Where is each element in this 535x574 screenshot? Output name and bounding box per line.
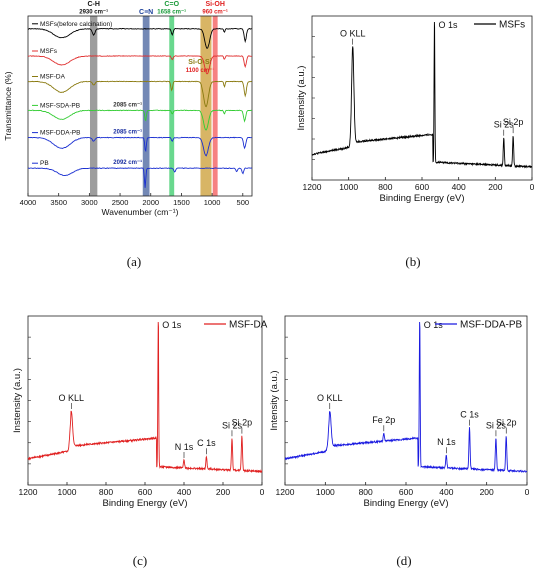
- band-name-2: C=O: [164, 1, 179, 8]
- xps-legend-label-3: MSF-DDA-PB: [460, 320, 523, 331]
- xps-x-tick-label-2-6: 0: [260, 487, 265, 497]
- panel-label-a: (a): [127, 254, 141, 269]
- xps-peak-label-2-5: Si 2p: [232, 418, 253, 428]
- xps-peak-label-2-4: Si 2s: [222, 420, 243, 430]
- xps-x-axis-label-3: Binding Energy (eV): [363, 498, 448, 509]
- xps-line-2: [27, 321, 263, 474]
- xps-y-axis-label-3: Intensity (a.u.): [269, 370, 280, 430]
- xps-x-tick-label-2-2: 800: [99, 487, 113, 497]
- xps-x-tick-label-3-4: 400: [439, 487, 453, 497]
- xps-x-tick-label-1-2: 800: [378, 182, 392, 192]
- xps-x-tick-label-3-5: 200: [480, 487, 494, 497]
- xps-x-tick-label-3-0: 1200: [276, 487, 295, 497]
- xps-axes-box-1: [311, 15, 533, 181]
- band-name-1: C≡N: [139, 9, 153, 16]
- panel-label-d: (d): [396, 553, 411, 568]
- ftir-x-tick-label-2: 3000: [81, 198, 98, 207]
- xps-peak-label-1-0: O KLL: [340, 29, 366, 39]
- band-2: [169, 16, 175, 196]
- xps-line-1: [311, 21, 533, 169]
- xps-legend-label-1: MSFs: [499, 20, 525, 31]
- xps-x-tick-label-3-6: 0: [525, 487, 530, 497]
- ftir-legend-label-5: PB: [40, 160, 49, 167]
- xps-line-3: [284, 321, 528, 473]
- xps-x-tick-label-2-1: 1000: [58, 487, 77, 497]
- xps-x-tick-label-3-2: 800: [359, 487, 373, 497]
- ftir-series-line-5: [27, 167, 253, 188]
- xps-x-tick-label-1-6: 0: [530, 182, 535, 192]
- panel-label-b: (b): [405, 254, 420, 269]
- ftir-series-line-1: [27, 55, 252, 75]
- band-4: [212, 16, 218, 196]
- ftir-y-axis-label: Transmittance (%): [3, 71, 13, 140]
- band-0: [89, 16, 98, 196]
- xps-x-axis-label-1: Binding Energy (eV): [379, 193, 464, 204]
- ftir-axes-box: [27, 15, 253, 197]
- ftir-x-tick-label-1: 3500: [50, 198, 67, 207]
- ftir-legend-label-3: MSF-SDA-PB: [40, 102, 80, 109]
- ftir-x-tick-label-0: 4000: [20, 198, 37, 207]
- xps-peak-label-2-1: O 1s: [162, 320, 182, 330]
- ftir-x-tick-label-4: 2000: [142, 198, 159, 207]
- xps-peak-label-3-6: Si 2p: [496, 418, 517, 428]
- xps-x-tick-label-1-3: 600: [415, 182, 429, 192]
- xps-peak-label-1-3: Si 2p: [503, 117, 524, 127]
- ftir-legend-label-2: MSF-DA: [40, 74, 66, 81]
- ftir-legend-label-4: MSF-DDA-PB: [40, 130, 80, 137]
- xps-x-tick-label-1-0: 1200: [303, 182, 322, 192]
- xps-y-axis-label-2: Instensity (a.u.): [12, 368, 23, 433]
- ftir-x-tick-label-7: 500: [237, 198, 250, 207]
- xps-legend-label-2: MSF-DA: [229, 320, 268, 331]
- band-value-4: 960 cm⁻¹: [202, 9, 228, 16]
- xps-peak-label-3-3: N 1s: [437, 437, 456, 447]
- xps-x-tick-label-1-1: 1000: [339, 182, 358, 192]
- xps-x-tick-label-2-3: 600: [138, 487, 152, 497]
- ftir-x-tick-label-5: 1500: [173, 198, 190, 207]
- xps-x-tick-label-3-3: 600: [399, 487, 413, 497]
- xps-x-tick-label-1-5: 200: [488, 182, 502, 192]
- xps-peak-label-2-3: C 1s: [197, 438, 216, 448]
- ftir-series-line-0: [27, 27, 252, 50]
- ftir-series-line-4: [27, 136, 253, 157]
- band-name-4: Si-OH: [205, 1, 224, 8]
- xps-x-tick-label-3-1: 1000: [316, 487, 335, 497]
- ftir-peak-label-1: 2085 cm⁻¹: [113, 129, 142, 136]
- xps-peak-label-2-2: N 1s: [175, 442, 194, 452]
- ftir-x-tick-label-3: 2500: [112, 198, 129, 207]
- xps-peak-label-1-2: Si 2s: [494, 120, 515, 130]
- band-1: [142, 16, 150, 196]
- xps-y-axis-label-1: Instensity (a.u.): [296, 66, 307, 131]
- ftir-series-line-2: [27, 80, 252, 108]
- xps-peak-label-1-1: O 1s: [438, 20, 458, 30]
- band-value-2: 1658 cm⁻¹: [157, 9, 186, 16]
- ftir-x-axis-label: Wavenumber (cm⁻¹): [102, 207, 179, 217]
- xps-peak-label-3-1: Fe 2p: [372, 415, 395, 425]
- xps-x-tick-label-2-4: 400: [177, 487, 191, 497]
- band-value-0: 2930 cm⁻¹: [79, 9, 108, 16]
- ftir-series-line-3: [28, 109, 253, 131]
- xps-x-axis-label-2: Binding Energy (eV): [102, 498, 187, 509]
- xps-peak-label-2-0: O KLL: [59, 393, 85, 403]
- panel-label-c: (c): [133, 553, 147, 568]
- xps-x-tick-label-2-0: 1200: [19, 487, 38, 497]
- ftir-x-tick-label-6: 1000: [204, 198, 221, 207]
- xps-peak-label-3-4: C 1s: [460, 410, 479, 420]
- band-name-0: C-H: [87, 1, 99, 8]
- ftir-peak-label-2: 2092 cm⁻¹: [113, 159, 142, 166]
- band-value-3: 1100 cm⁻¹: [186, 67, 215, 74]
- ftir-peak-label-0: 2085 cm⁻¹: [113, 101, 142, 108]
- xps-x-tick-label-2-5: 200: [216, 487, 230, 497]
- ftir-legend-label-0: MSFs(before calcination): [40, 21, 112, 28]
- xps-peak-label-3-0: O KLL: [317, 393, 343, 403]
- xps-peak-label-3-5: Si 2s: [486, 420, 507, 430]
- ftir-legend-label-1: MSFs: [40, 48, 58, 55]
- xps-peak-label-3-2: O 1s: [424, 320, 444, 330]
- xps-x-tick-label-1-4: 400: [452, 182, 466, 192]
- band-name-3: Si-O-Si: [188, 59, 211, 66]
